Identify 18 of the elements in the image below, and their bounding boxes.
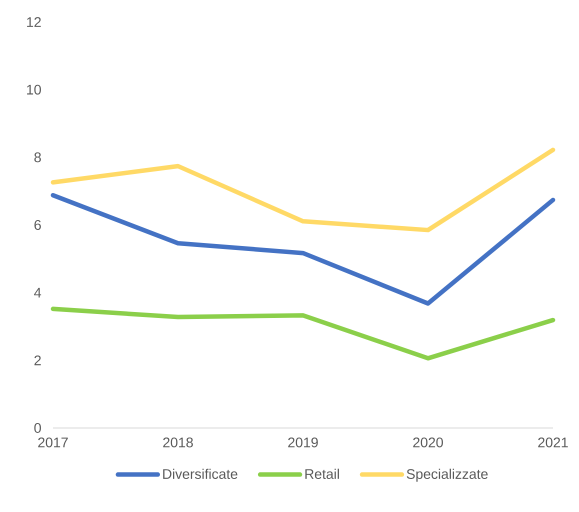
y-tick-label: 4 [34, 288, 42, 298]
x-tick-label: 2017 [38, 437, 68, 448]
x-tick-label: 2019 [288, 437, 318, 448]
legend-label: Specializzate [406, 468, 488, 482]
y-tick-label: 2 [34, 355, 41, 366]
x-tick-label: 2021 [538, 437, 568, 448]
y-tick-label: 0 [34, 423, 41, 433]
legend-label: Diversificate [163, 468, 238, 479]
legend-label: Retail [305, 468, 339, 479]
y-tick-label: 8 [34, 152, 41, 162]
y-tick-label: 12 [27, 17, 41, 27]
x-tick-label: 2018 [163, 437, 193, 448]
x-tick-label: 2020 [413, 437, 443, 448]
y-tick-label: 10 [27, 84, 41, 95]
line-series [50, 306, 556, 361]
y-tick-label: 6 [34, 220, 41, 230]
line-series [50, 148, 556, 232]
line-series [50, 192, 556, 306]
